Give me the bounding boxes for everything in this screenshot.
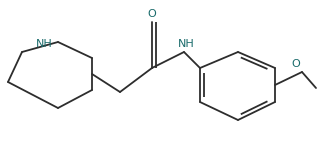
Text: O: O: [148, 9, 156, 19]
Text: O: O: [292, 59, 300, 69]
Text: NH: NH: [178, 39, 194, 49]
Text: NH: NH: [36, 39, 52, 49]
